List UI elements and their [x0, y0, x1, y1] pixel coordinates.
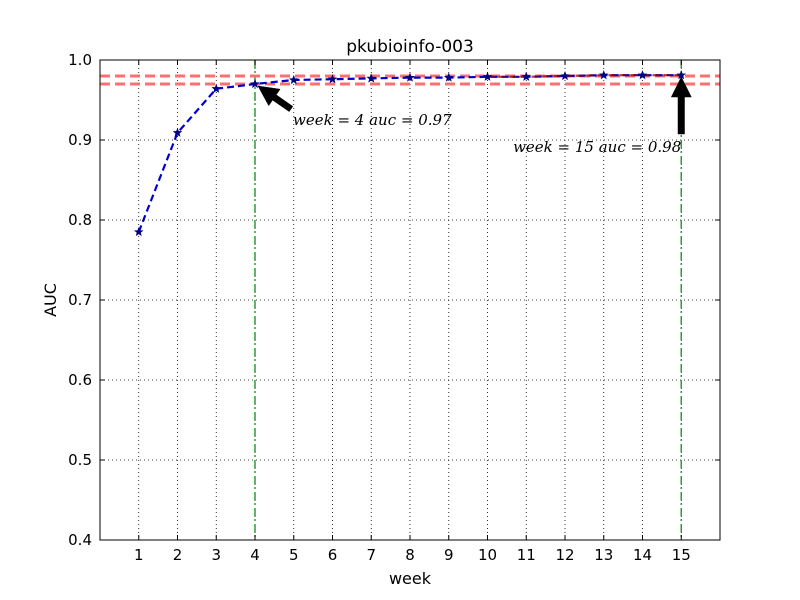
- y-tick-label: 0.9: [68, 131, 92, 149]
- x-tick-label: 5: [289, 546, 299, 564]
- annotation-arrow: [670, 76, 692, 135]
- x-tick-label: 6: [328, 546, 338, 564]
- data-point-marker: [250, 78, 260, 89]
- x-tick-label: 8: [405, 546, 415, 564]
- data-point-marker: [327, 74, 338, 84]
- x-tick-label: 3: [211, 546, 221, 564]
- x-tick-label: 9: [444, 546, 454, 564]
- data-point-marker: [366, 73, 377, 83]
- x-tick-label: 12: [555, 546, 574, 564]
- data-point-marker: [482, 71, 493, 81]
- y-tick-label: 0.5: [68, 451, 92, 469]
- y-tick-label: 1.0: [68, 51, 92, 69]
- data-point-marker: [443, 72, 454, 82]
- data-point-marker: [211, 83, 222, 93]
- x-tick-label: 15: [672, 546, 691, 564]
- x-tick-label: 11: [517, 546, 536, 564]
- annotations: week = 4 auc = 0.97 week = 15 auc = 0.98: [257, 76, 692, 156]
- x-axis-label: week: [389, 569, 432, 588]
- y-axis-label: AUC: [41, 283, 60, 317]
- x-tick-label: 2: [173, 546, 183, 564]
- y-tick-label: 0.6: [68, 371, 92, 389]
- y-tick-label: 0.4: [68, 531, 92, 549]
- data-point-marker: [521, 71, 532, 81]
- chart-title: pkubioinfo-003: [346, 37, 474, 57]
- y-tick-label: 0.7: [68, 291, 92, 309]
- data-point-marker: [288, 74, 299, 85]
- x-tick-label: 7: [366, 546, 376, 564]
- x-tick-label: 10: [478, 546, 497, 564]
- data-point-marker: [405, 72, 415, 82]
- x-tick-label: 4: [250, 546, 260, 564]
- annotation-arrow: [257, 85, 294, 112]
- annotation-week15-label: week = 15 auc = 0.98: [513, 138, 681, 156]
- data-point-marker: [560, 70, 570, 81]
- data-point-marker: [598, 70, 609, 80]
- ticks: 1 2 3 4 5 6 7 8 9 10 11 12 13 14 150.40.50.60.70.80.91…: [68, 51, 720, 564]
- data-point-marker: [133, 226, 144, 237]
- x-tick-label: 1: [134, 546, 144, 564]
- x-tick-label: 14: [633, 546, 652, 564]
- y-tick-label: 0.8: [68, 211, 92, 229]
- data-point-marker: [172, 127, 183, 137]
- x-tick-label: 13: [594, 546, 613, 564]
- data-point-marker: [637, 70, 648, 80]
- annotation-week4-label: week = 4 auc = 0.97: [293, 111, 452, 129]
